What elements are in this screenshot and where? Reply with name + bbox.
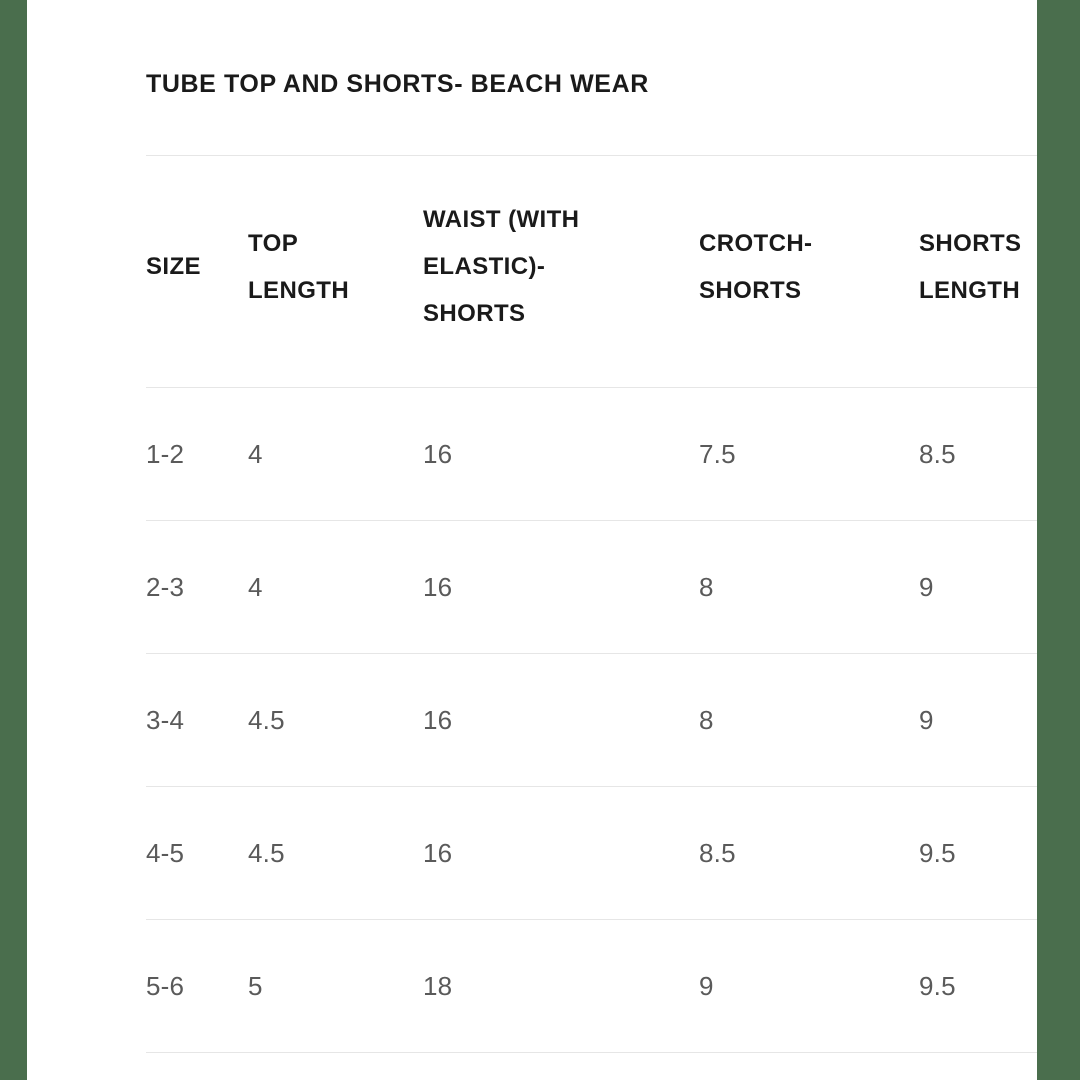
column-header-shorts-length-line-1: SHORTS (919, 230, 1022, 257)
table-row: 2-3 4 16 8 9 (146, 521, 1037, 654)
content-panel: TUBE TOP AND SHORTS- BEACH WEAR SIZE TOP… (27, 0, 1037, 1080)
cell-waist: 16 (423, 572, 453, 602)
cell-shorts-length: 9.5 (919, 971, 956, 1001)
column-header-size-line-1: SIZE (146, 253, 201, 280)
cell-crotch: 7.5 (699, 439, 736, 469)
column-header-crotch-line-1: CROTCH- (699, 230, 813, 257)
column-header-waist: WAIST (WITH ELASTIC)- SHORTS (423, 196, 633, 337)
column-header-top-length: TOP LENGTH (248, 220, 418, 314)
cell-size: 4-5 (146, 838, 185, 868)
column-header-crotch-line-2: SHORTS (699, 277, 802, 304)
column-header-top-length-line-1: TOP (248, 230, 299, 257)
cell-size: 1-2 (146, 439, 185, 469)
column-header-size: SIZE (146, 243, 246, 290)
table-row: 5-6 5 18 9 9.5 (146, 920, 1037, 1053)
cell-top-length: 5 (248, 971, 263, 1001)
cell-shorts-length: 8.5 (919, 439, 956, 469)
content-area: TUBE TOP AND SHORTS- BEACH WEAR SIZE TOP… (146, 0, 1037, 1080)
cell-size: 5-6 (146, 971, 185, 1001)
cell-waist: 16 (423, 838, 453, 868)
row-divider (146, 653, 1037, 654)
column-header-shorts-length-line-2: LENGTH (919, 277, 1021, 304)
cell-crotch: 9 (699, 971, 714, 1001)
column-header-crotch: CROTCH- SHORTS (699, 220, 899, 314)
column-header-waist-line-2: ELASTIC)- (423, 253, 546, 280)
table-row: 4-5 4.5 16 8.5 9.5 (146, 787, 1037, 920)
cell-crotch: 8 (699, 572, 714, 602)
cell-waist: 18 (423, 971, 453, 1001)
row-divider (146, 1052, 1037, 1053)
column-header-shorts-length: SHORTS LENGTH (919, 220, 1080, 314)
table-row: 3-4 4.5 16 8 9 (146, 654, 1037, 787)
cell-top-length: 4 (248, 439, 263, 469)
cell-shorts-length: 9 (919, 572, 934, 602)
table-row: 1-2 4 16 7.5 8.5 (146, 388, 1037, 521)
cell-size: 3-4 (146, 705, 185, 735)
column-header-waist-line-3: SHORTS (423, 300, 526, 327)
row-divider (146, 919, 1037, 920)
row-divider (146, 786, 1037, 787)
cell-crotch: 8 (699, 705, 714, 735)
page-title: TUBE TOP AND SHORTS- BEACH WEAR (146, 70, 649, 98)
cell-shorts-length: 9 (919, 705, 934, 735)
row-divider (146, 520, 1037, 521)
cell-shorts-length: 9.5 (919, 838, 956, 868)
column-header-top-length-line-2: LENGTH (248, 277, 350, 304)
cell-top-length: 4.5 (248, 838, 285, 868)
header-divider (146, 387, 1037, 388)
column-header-waist-line-1: WAIST (WITH (423, 206, 580, 233)
cell-waist: 16 (423, 439, 453, 469)
cell-size: 2-3 (146, 572, 185, 602)
cell-crotch: 8.5 (699, 838, 736, 868)
cell-top-length: 4 (248, 572, 263, 602)
cell-top-length: 4.5 (248, 705, 285, 735)
table-header-row: SIZE TOP LENGTH WAIST (WITH ELASTIC)- SH… (146, 196, 1037, 356)
cell-waist: 16 (423, 705, 453, 735)
title-divider (146, 155, 1037, 156)
